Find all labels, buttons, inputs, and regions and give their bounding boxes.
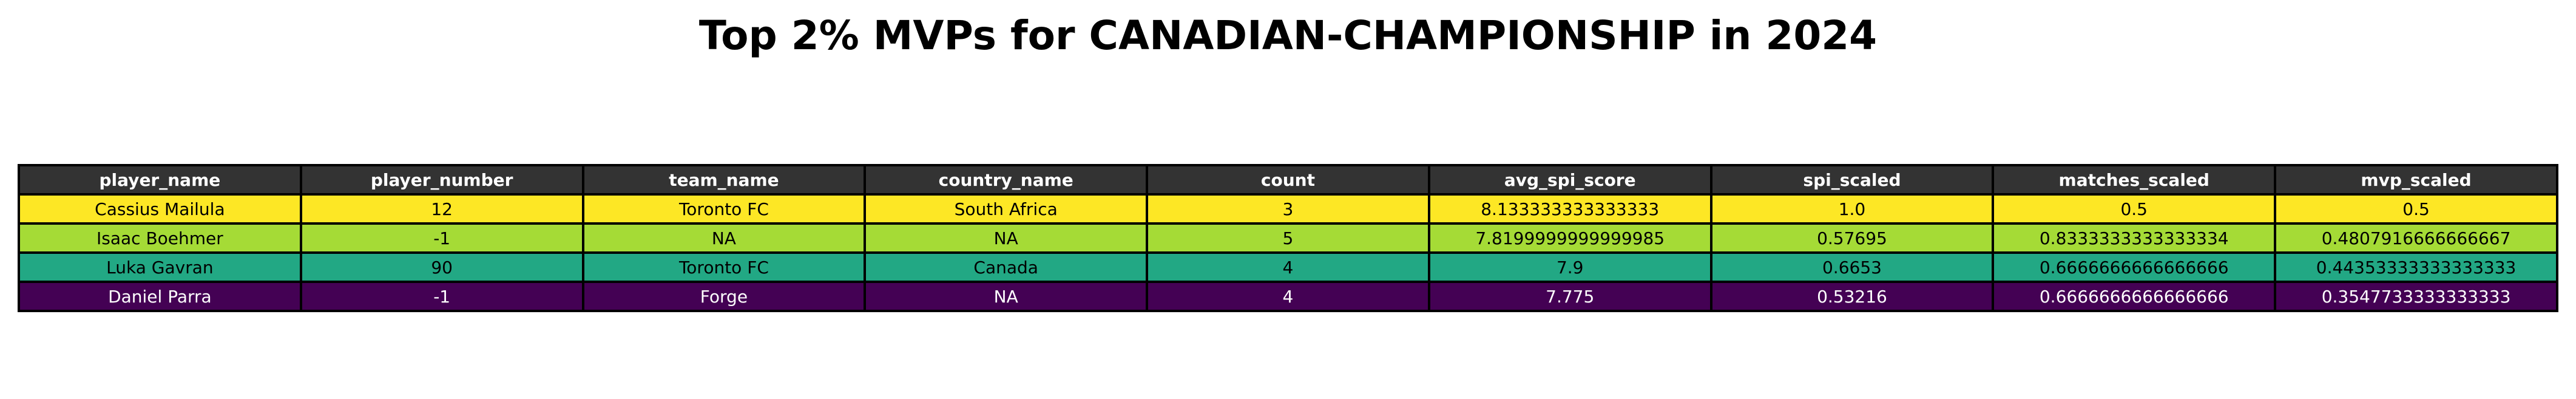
table-cell-spi-scaled: 1.0 [1709, 193, 1995, 225]
table-cell-team-name: Toronto FC [581, 193, 867, 225]
table-cell-spi-scaled: 0.6653 [1709, 251, 1995, 283]
mvp-table: player_name player_number team_name coun… [18, 164, 2558, 312]
table-cell-player-name: Luka Gavran [18, 251, 302, 283]
table-cell-team-name: Forge [581, 281, 867, 312]
table-cell-player-name: Isaac Boehmer [18, 222, 302, 254]
table-cell-count: 4 [1146, 251, 1430, 283]
table-cell-country-name: NA [864, 222, 1149, 254]
table-cell-count: 4 [1146, 281, 1430, 312]
table-cell-mvp-scaled: 0.5 [2274, 193, 2558, 225]
header-cell-player-name: player_name [18, 164, 302, 196]
header-cell-player-number: player_number [299, 164, 584, 196]
table-cell-avg-spi-score: 7.775 [1427, 281, 1712, 312]
table-row: Isaac Boehmer -1 NA NA 5 7.8199999999999985 0.… [18, 222, 2558, 254]
table-cell-spi-scaled: 0.53216 [1709, 281, 1995, 312]
header-cell-country-name: country_name [864, 164, 1149, 196]
table-cell-matches-scaled: 0.6666666666666666 [1992, 251, 2277, 283]
table-cell-country-name: South Africa [864, 193, 1149, 225]
table-cell-mvp-scaled: 0.4807916666666667 [2274, 222, 2558, 254]
table-cell-count: 5 [1146, 222, 1430, 254]
table-cell-country-name: Canada [864, 251, 1149, 283]
table-cell-spi-scaled: 0.57695 [1709, 222, 1995, 254]
header-cell-spi-scaled: spi_scaled [1709, 164, 1995, 196]
header-cell-count: count [1146, 164, 1430, 196]
table-cell-player-number: -1 [299, 222, 584, 254]
table-cell-player-number: 12 [299, 193, 584, 225]
table-row: Cassius Mailula 12 Toronto FC South Africa 3… [18, 193, 2558, 225]
table-cell-mvp-scaled: 0.44353333333333333 [2274, 251, 2558, 283]
header-cell-mvp-scaled: mvp_scaled [2274, 164, 2558, 196]
table-cell-mvp-scaled: 0.3547733333333333 [2274, 281, 2558, 312]
table-cell-matches-scaled: 0.8333333333333334 [1992, 222, 2277, 254]
table-cell-avg-spi-score: 7.8199999999999985 [1427, 222, 1712, 254]
table-row: Daniel Parra -1 Forge NA 4 7.775 0.53216 0.6666… [18, 281, 2558, 312]
table-cell-team-name: Toronto FC [581, 251, 867, 283]
table-cell-team-name: NA [581, 222, 867, 254]
header-row: player_name player_number team_name coun… [18, 164, 2558, 196]
table-body: Cassius Mailula 12 Toronto FC South Africa 3… [18, 193, 2558, 312]
table-cell-matches-scaled: 0.6666666666666666 [1992, 281, 2277, 312]
table-cell-player-name: Daniel Parra [18, 281, 302, 312]
header-cell-avg-spi-score: avg_spi_score [1427, 164, 1712, 196]
table-cell-player-number: 90 [299, 251, 584, 283]
header-cell-matches-scaled: matches_scaled [1992, 164, 2277, 196]
header-cell-team-name: team_name [581, 164, 867, 196]
table-cell-player-name: Cassius Mailula [18, 193, 302, 225]
table-cell-country-name: NA [864, 281, 1149, 312]
table-cell-matches-scaled: 0.5 [1992, 193, 2277, 225]
table-cell-player-number: -1 [299, 281, 584, 312]
chart-title: Top 2% MVPs for CANADIAN-CHAMPIONSHIP in… [698, 12, 1878, 59]
table-row: Luka Gavran 90 Toronto FC Canada 4 7.9 0.6653 0… [18, 251, 2558, 283]
table-cell-avg-spi-score: 8.133333333333333 [1427, 193, 1712, 225]
table-cell-avg-spi-score: 7.9 [1427, 251, 1712, 283]
table-cell-count: 3 [1146, 193, 1430, 225]
